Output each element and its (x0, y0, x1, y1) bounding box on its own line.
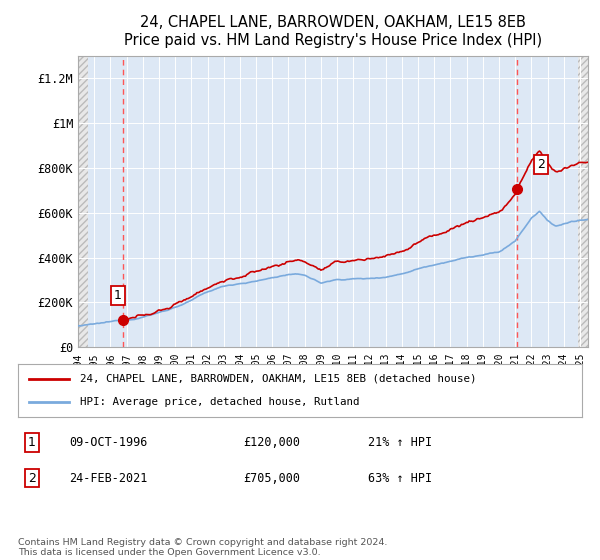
Text: 1: 1 (28, 436, 36, 449)
Text: £120,000: £120,000 (244, 436, 301, 449)
Text: 24-FEB-2021: 24-FEB-2021 (69, 472, 147, 484)
Text: 09-OCT-1996: 09-OCT-1996 (69, 436, 147, 449)
Text: Contains HM Land Registry data © Crown copyright and database right 2024.
This d: Contains HM Land Registry data © Crown c… (18, 538, 388, 557)
Text: 63% ↑ HPI: 63% ↑ HPI (368, 472, 432, 484)
Text: 1: 1 (114, 289, 122, 302)
Text: HPI: Average price, detached house, Rutland: HPI: Average price, detached house, Rutl… (80, 397, 359, 407)
Text: 2: 2 (538, 158, 545, 171)
Text: £705,000: £705,000 (244, 472, 301, 484)
Text: 21% ↑ HPI: 21% ↑ HPI (368, 436, 432, 449)
Text: 2: 2 (28, 472, 36, 484)
Title: 24, CHAPEL LANE, BARROWDEN, OAKHAM, LE15 8EB
Price paid vs. HM Land Registry's H: 24, CHAPEL LANE, BARROWDEN, OAKHAM, LE15… (124, 16, 542, 48)
Text: 24, CHAPEL LANE, BARROWDEN, OAKHAM, LE15 8EB (detached house): 24, CHAPEL LANE, BARROWDEN, OAKHAM, LE15… (80, 374, 476, 384)
